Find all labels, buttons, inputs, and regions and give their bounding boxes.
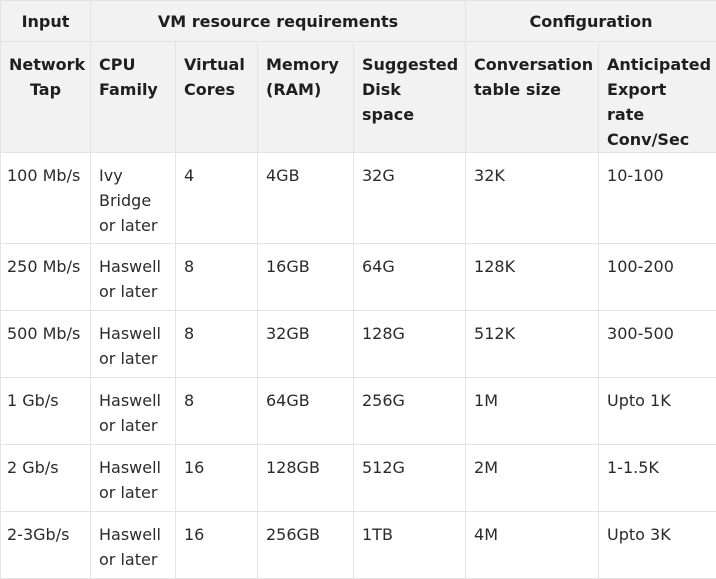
table-cell: 2-3Gb/s [1,512,91,579]
table-cell: 8 [176,311,258,378]
table-cell: 300-500 [599,311,716,378]
table-cell: 500 Mb/s [1,311,91,378]
table-cell: Upto 3K [599,512,716,579]
table-row: 2 Gb/s Haswell or later 16 128GB 512G 2M… [1,445,716,512]
table-cell: 512G [354,445,466,512]
table-cell: Ivy Bridge or later [91,153,176,244]
table-cell: 128G [354,311,466,378]
table-cell: Upto 1K [599,378,716,445]
table-row: 1 Gb/s Haswell or later 8 64GB 256G 1M U… [1,378,716,445]
table-cell: Haswell or later [91,445,176,512]
table-cell: 128GB [258,445,354,512]
column-header-disk-space: Suggested Disk space [354,42,466,153]
column-header-cpu-family: CPU Family [91,42,176,153]
table-cell: 128K [466,244,599,311]
table-cell: 8 [176,244,258,311]
table-cell: 4 [176,153,258,244]
column-header-memory: Memory (RAM) [258,42,354,153]
table-cell: 64GB [258,378,354,445]
table-cell: 250 Mb/s [1,244,91,311]
table-cell: 10-100 [599,153,716,244]
table-cell: 4GB [258,153,354,244]
table-row: 100 Mb/s Ivy Bridge or later 4 4GB 32G 3… [1,153,716,244]
table-cell: 64G [354,244,466,311]
table-cell: 100 Mb/s [1,153,91,244]
column-header-virtual-cores: Virtual Cores [176,42,258,153]
table-row: 250 Mb/s Haswell or later 8 16GB 64G 128… [1,244,716,311]
table-cell: 1TB [354,512,466,579]
table-cell: Haswell or later [91,512,176,579]
table-cell: 32GB [258,311,354,378]
column-header-network-tap: Network Tap [1,42,91,153]
table-cell: 1M [466,378,599,445]
table-cell: Haswell or later [91,311,176,378]
table-cell: 32K [466,153,599,244]
table-cell: Haswell or later [91,244,176,311]
table-cell: 16 [176,512,258,579]
group-header-row: Input VM resource requirements Configura… [1,1,716,42]
column-header-row: Network Tap CPU Family Virtual Cores Mem… [1,42,716,153]
group-header-input: Input [1,1,91,42]
table-cell: 32G [354,153,466,244]
table-cell: 16GB [258,244,354,311]
table-cell: 1 Gb/s [1,378,91,445]
table-cell: 4M [466,512,599,579]
table-cell: 1-1.5K [599,445,716,512]
table-cell: 512K [466,311,599,378]
group-header-configuration: Configuration [466,1,716,42]
table-row: 2-3Gb/s Haswell or later 16 256GB 1TB 4M… [1,512,716,579]
table-cell: 256G [354,378,466,445]
table-cell: 256GB [258,512,354,579]
table-row: 500 Mb/s Haswell or later 8 32GB 128G 51… [1,311,716,378]
table-cell: 8 [176,378,258,445]
table-cell: 16 [176,445,258,512]
table-cell: 2M [466,445,599,512]
column-header-export-rate: Anticipated Export rate Conv/Sec [599,42,716,153]
table-cell: 100-200 [599,244,716,311]
group-header-vm-resources: VM resource requirements [91,1,466,42]
column-header-conversation-table-size: Conversation table size [466,42,599,153]
table-cell: 2 Gb/s [1,445,91,512]
table-cell: Haswell or later [91,378,176,445]
